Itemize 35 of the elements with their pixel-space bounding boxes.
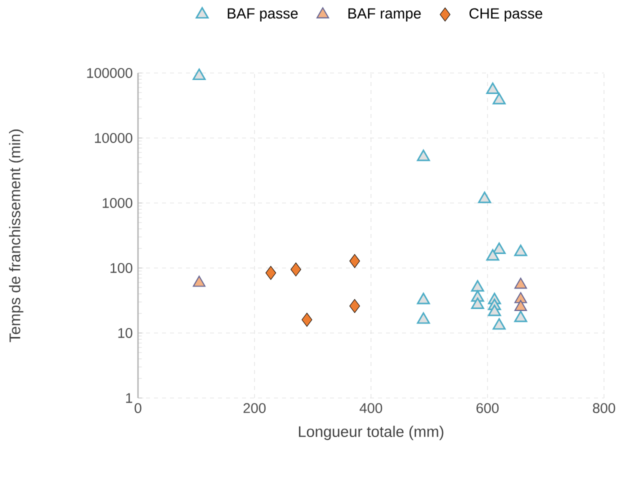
legend-label: BAF rampe xyxy=(348,8,421,22)
point xyxy=(416,312,430,324)
y-axis-title: Temps de franchissement (min) xyxy=(9,130,24,342)
point xyxy=(492,242,506,254)
point xyxy=(192,276,206,287)
y-tick-label: 100000 xyxy=(87,68,132,78)
point xyxy=(266,266,276,280)
y-tick-label: 100 xyxy=(110,263,132,273)
y-tick-label: 10 xyxy=(118,328,132,338)
point xyxy=(471,298,484,310)
y-tick-label: 10000 xyxy=(94,133,132,143)
point xyxy=(514,244,528,256)
point xyxy=(514,310,528,322)
legend-label: CHE passe xyxy=(470,8,542,22)
point xyxy=(488,304,502,316)
point xyxy=(471,280,484,292)
point xyxy=(514,278,528,289)
point xyxy=(416,150,430,162)
x-tick-label: 600 xyxy=(476,403,499,414)
x-tick-label: 400 xyxy=(360,403,382,414)
point xyxy=(486,82,500,94)
point xyxy=(478,192,492,204)
point xyxy=(416,292,430,304)
x-tick-label: 800 xyxy=(592,403,616,414)
x-tick-label: 200 xyxy=(244,403,266,414)
y-tick-label: 1000 xyxy=(102,198,132,208)
point xyxy=(486,249,500,261)
x-tick-label: 0 xyxy=(134,403,142,414)
point xyxy=(492,92,506,104)
y-tick-label: 1 xyxy=(126,393,132,403)
legend-label: BAF passe xyxy=(228,8,298,22)
x-axis-title: Longueur totale (mm) xyxy=(298,426,444,440)
point xyxy=(192,68,206,80)
point xyxy=(492,318,506,330)
point xyxy=(514,300,528,312)
